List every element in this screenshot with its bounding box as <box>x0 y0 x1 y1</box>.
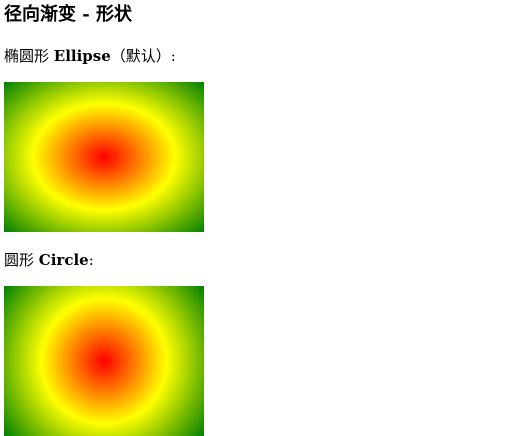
circle-heading-suffix: : <box>88 251 94 269</box>
ellipse-section-heading: 椭圆形 Ellipse（默认）: <box>4 46 176 66</box>
circle-heading-keyword: Circle <box>38 251 89 269</box>
ellipse-heading-keyword: Ellipse <box>53 47 111 65</box>
ellipse-gradient-box <box>4 82 204 232</box>
ellipse-heading-prefix: 椭圆形 <box>4 47 54 65</box>
page-title: 径向渐变 - 形状 <box>4 4 133 25</box>
circle-section-heading: 圆形 Circle: <box>4 250 94 270</box>
ellipse-heading-suffix: （默认）: <box>110 47 176 65</box>
circle-heading-prefix: 圆形 <box>4 251 39 269</box>
circle-gradient-box <box>4 286 204 436</box>
